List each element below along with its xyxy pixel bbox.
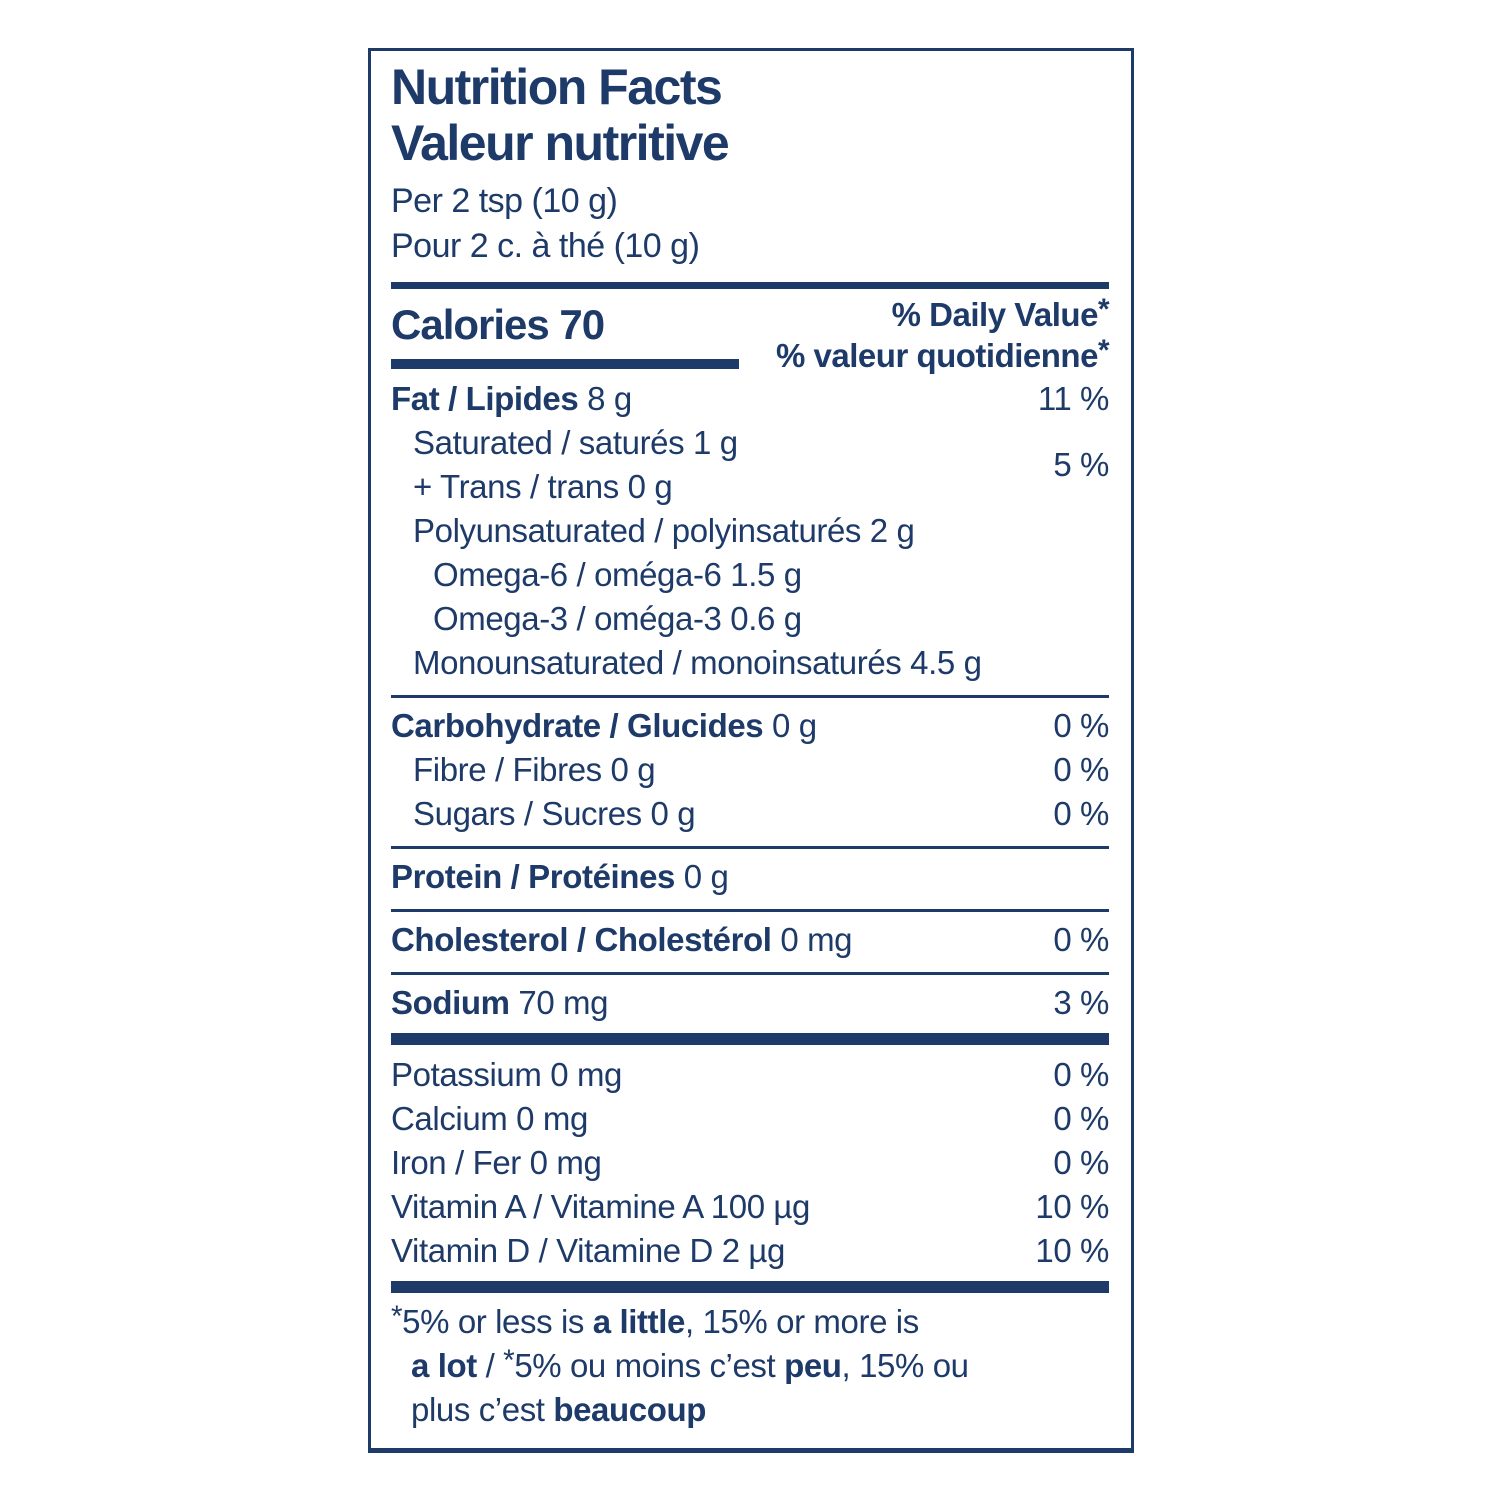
nutrient-name: Fat / Lipides 8 g [391, 380, 632, 417]
daily-value: 10 % [1035, 1232, 1109, 1269]
title-en: Nutrition Facts [391, 59, 723, 115]
nutrient-name: Potassium 0 mg [391, 1056, 622, 1093]
row-saturated-trans: Saturated / saturés 1 g + Trans / trans … [391, 421, 1109, 509]
daily-value: 0 % [1053, 1144, 1109, 1181]
row-monounsaturated: Monounsaturated / monoinsaturés 4.5 g [391, 641, 1109, 685]
row-fibre: Fibre / Fibres 0 g 0 % [391, 748, 1109, 792]
nutrient-name: Cholesterol / Cholestérol 0 mg [391, 921, 853, 958]
nutrient-name: Omega-3 / oméga-3 0.6 g [433, 600, 802, 637]
asterisk: * [391, 1300, 403, 1333]
footnote: *5% or less is a little, 15% or more is … [391, 1300, 1109, 1431]
nutrient-name: Omega-6 / oméga-6 1.5 g [433, 556, 802, 593]
nutrient-name: Carbohydrate / Glucides 0 g [391, 707, 817, 744]
footnote-line-3: plus c’est beaucoup [411, 1391, 706, 1428]
row-fat: Fat / Lipides 8 g 11 % [391, 377, 1109, 421]
daily-value: 5 % [1053, 446, 1109, 483]
nutrient-name: Monounsaturated / monoinsaturés 4.5 g [413, 644, 982, 681]
row-omega-6: Omega-6 / oméga-6 1.5 g [391, 553, 1109, 597]
footnote-line-2: a lot / *5% ou moins c’est peu, 15% ou [391, 1344, 1109, 1389]
nutrient-name: Sodium 70 mg [391, 984, 609, 1021]
daily-value: 0 % [1053, 1056, 1109, 1093]
divider-thick [391, 1281, 1109, 1293]
nutrient-name: Protein / Protéines 0 g [391, 858, 729, 895]
row-sodium: Sodium 70 mg 3 % [391, 981, 1109, 1025]
daily-value: 0 % [1053, 1100, 1109, 1137]
nutrition-facts-panel: Nutrition Facts Valeur nutritive Per 2 t… [368, 48, 1134, 1453]
calories-value: 70 [559, 301, 605, 348]
daily-value-header: % Daily Value* % valeur quotidienne* [776, 293, 1109, 377]
daily-value: 11 % [1037, 380, 1110, 417]
daily-value-header-en: % Daily Value* [776, 293, 1110, 336]
daily-value-header-fr: % valeur quotidienne* [776, 334, 1109, 377]
calories-label: Calories 70 [391, 301, 605, 348]
row-vitamin-d: Vitamin D / Vitamine D 2 µg 10 % [391, 1229, 1109, 1273]
nutrient-name: Saturated / saturés 1 g + Trans / trans … [413, 424, 738, 505]
title-fr: Valeur nutritive [391, 115, 730, 171]
nutrient-name: Vitamin A / Vitamine A 100 µg [391, 1188, 810, 1225]
serving-size-en: Per 2 tsp (10 g) [391, 182, 618, 220]
footnote-line-1: *5% or less is a little, 15% or more is [391, 1300, 1109, 1345]
row-cholesterol: Cholesterol / Cholestérol 0 mg 0 % [391, 918, 1109, 962]
nutrient-name: Vitamin D / Vitamine D 2 µg [391, 1232, 785, 1269]
nutrient-name: Polyunsaturated / polyinsaturés 2 g [413, 512, 915, 549]
row-calcium: Calcium 0 mg 0 % [391, 1097, 1109, 1141]
nutrient-name: Iron / Fer 0 mg [391, 1144, 602, 1181]
serving-size-fr: Pour 2 c. à thé (10 g) [391, 227, 700, 265]
divider-top [391, 282, 1109, 289]
nutrient-name: Sugars / Sucres 0 g [413, 795, 696, 832]
calories-block: Calories 70 [391, 293, 739, 369]
row-vitamin-a: Vitamin A / Vitamine A 100 µg 10 % [391, 1185, 1109, 1229]
row-iron: Iron / Fer 0 mg 0 % [391, 1141, 1109, 1185]
divider [391, 909, 1109, 912]
divider [391, 695, 1109, 698]
calories-underline [391, 359, 739, 369]
nutrient-name: Calcium 0 mg [391, 1100, 588, 1137]
daily-value: 3 % [1053, 984, 1109, 1021]
asterisk: * [503, 1344, 515, 1377]
divider [391, 972, 1109, 975]
row-sugars: Sugars / Sucres 0 g 0 % [391, 792, 1109, 836]
divider-thick [391, 1033, 1109, 1045]
row-carbohydrate: Carbohydrate / Glucides 0 g 0 % [391, 704, 1109, 748]
row-omega-3: Omega-3 / oméga-3 0.6 g [391, 597, 1109, 641]
row-protein: Protein / Protéines 0 g [391, 855, 1109, 899]
daily-value: 10 % [1035, 1188, 1109, 1225]
row-potassium: Potassium 0 mg 0 % [391, 1053, 1109, 1097]
divider [391, 846, 1109, 849]
row-polyunsaturated: Polyunsaturated / polyinsaturés 2 g [391, 509, 1109, 553]
calories-row: Calories 70 % Daily Value* % valeur quot… [391, 293, 1110, 377]
daily-value: 0 % [1053, 921, 1109, 958]
daily-value: 0 % [1053, 707, 1109, 744]
asterisk: * [1097, 334, 1110, 367]
nutrient-name: Fibre / Fibres 0 g [413, 751, 656, 788]
asterisk: * [1097, 293, 1110, 326]
daily-value: 0 % [1053, 795, 1109, 832]
daily-value: 0 % [1053, 751, 1109, 788]
